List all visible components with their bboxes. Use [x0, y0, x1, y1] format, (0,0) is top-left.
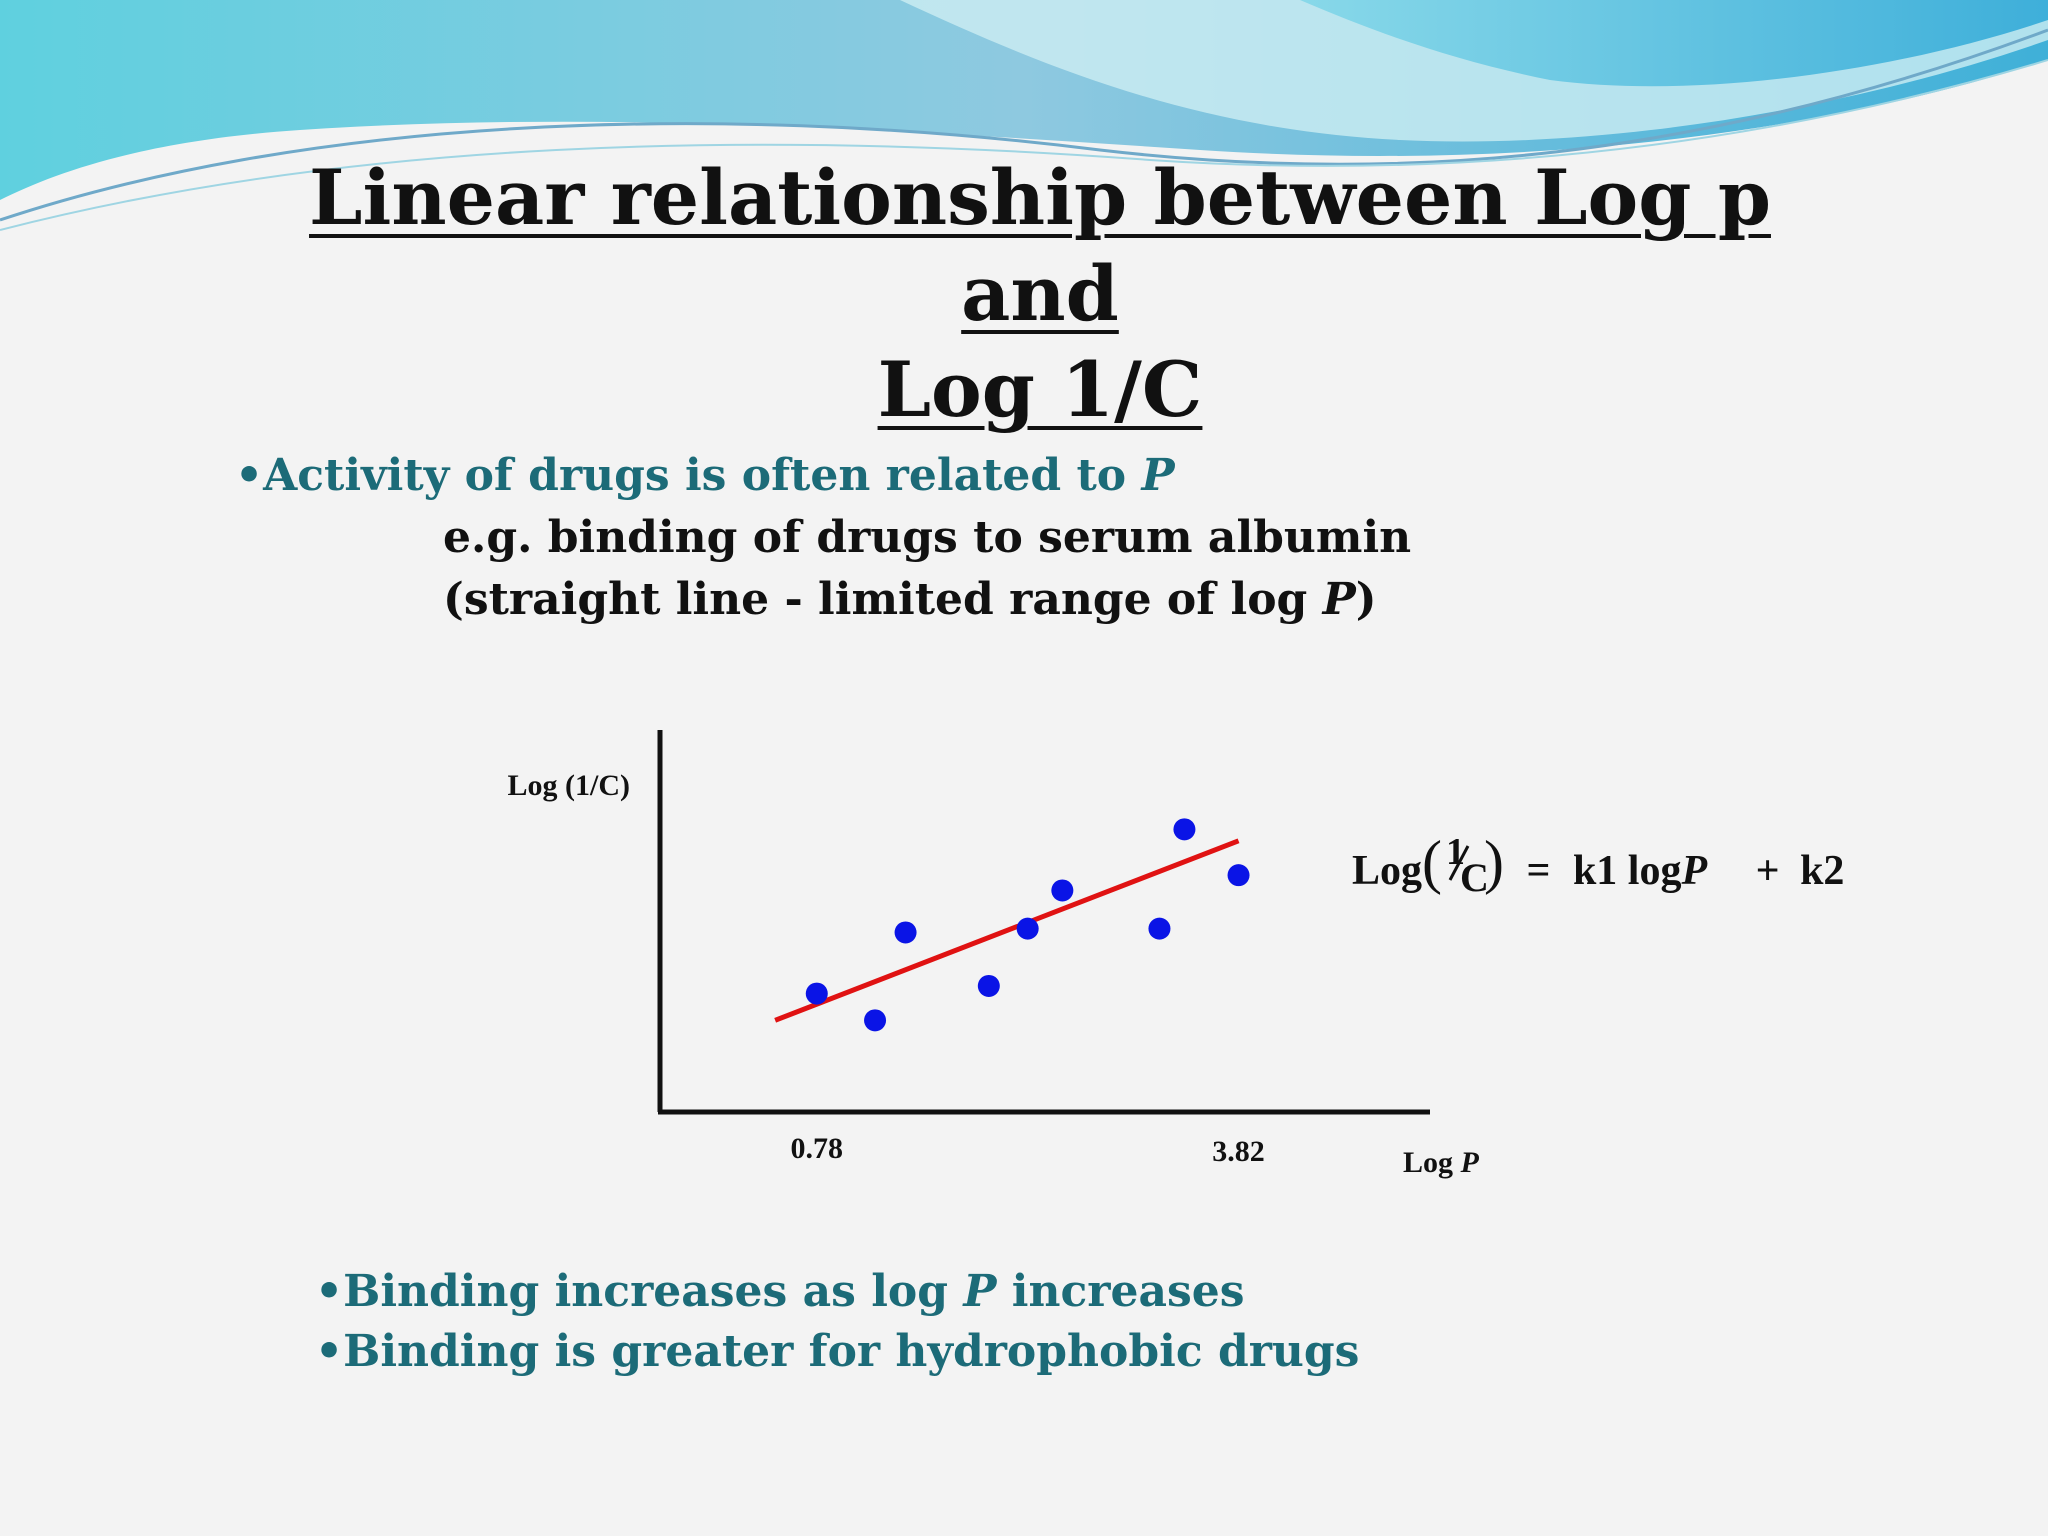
equation-plus: +	[1755, 848, 1780, 894]
equation-term1: k1 log	[1572, 848, 1682, 894]
equation-fraction-slash	[1448, 845, 1470, 881]
bullet-activity-text: •Activity of drugs is often related to	[235, 450, 1142, 501]
bullet-binding-increases-italic: P	[963, 1266, 997, 1317]
header-wave-decoration	[0, 0, 2048, 231]
equation-log: Log	[1352, 848, 1423, 894]
sub-range: (straight line - limited range of log P)	[443, 574, 1377, 625]
data-point-8	[1227, 864, 1250, 887]
equation-left-paren: (	[1422, 829, 1442, 895]
data-point-4	[1016, 917, 1039, 940]
equation: Log(1 C) = k1 logP + k2	[1352, 829, 1845, 900]
data-point-0	[805, 982, 828, 1005]
bullet-binding-increases-text: •Binding increases as log	[315, 1266, 964, 1317]
data-point-2	[894, 921, 917, 944]
equation-equals: =	[1526, 848, 1551, 894]
title-line-2: Log 1/C	[877, 345, 1203, 434]
equation-right-paren: )	[1484, 829, 1504, 895]
equation-denominator: C	[1460, 855, 1489, 900]
bullet-binding-greater: •Binding is greater for hydrophobic drug…	[315, 1326, 1360, 1377]
data-point-5	[1051, 879, 1074, 902]
sub-range-text: (straight line - limited range of log	[443, 574, 1323, 625]
regression-line	[774, 838, 1240, 1023]
title-line-1: Linear relationship between Log p and	[309, 153, 1771, 338]
x-tick-label-0: 0.78	[791, 1132, 844, 1165]
bullet-activity-italic: P	[1141, 450, 1175, 501]
y-axis-label: Log (1/C)	[508, 769, 631, 802]
data-point-6	[1148, 917, 1171, 940]
x-tick-label-1: 3.82	[1212, 1135, 1265, 1168]
equation-term1-italic: P	[1681, 848, 1708, 894]
x-axis-label: Log P	[1403, 1146, 1480, 1179]
bullet-activity: •Activity of drugs is often related to P	[235, 450, 1175, 501]
data-point-7	[1173, 818, 1196, 841]
sub-range-suffix: )	[1355, 574, 1377, 625]
sub-example: e.g. binding of drugs to serum albumin	[443, 512, 1412, 563]
equation-fraction: (1 C)	[1422, 829, 1504, 900]
slide-title: Linear relationship between Log p and Lo…	[240, 150, 1840, 438]
data-point-1	[864, 1009, 887, 1032]
data-point-3	[977, 974, 1000, 997]
sub-range-italic: P	[1322, 574, 1356, 625]
equation-term2: k2	[1800, 848, 1845, 894]
bullet-binding-increases-suffix: increases	[996, 1266, 1245, 1317]
bullet-binding-increases: •Binding increases as log P increases	[315, 1266, 1245, 1317]
